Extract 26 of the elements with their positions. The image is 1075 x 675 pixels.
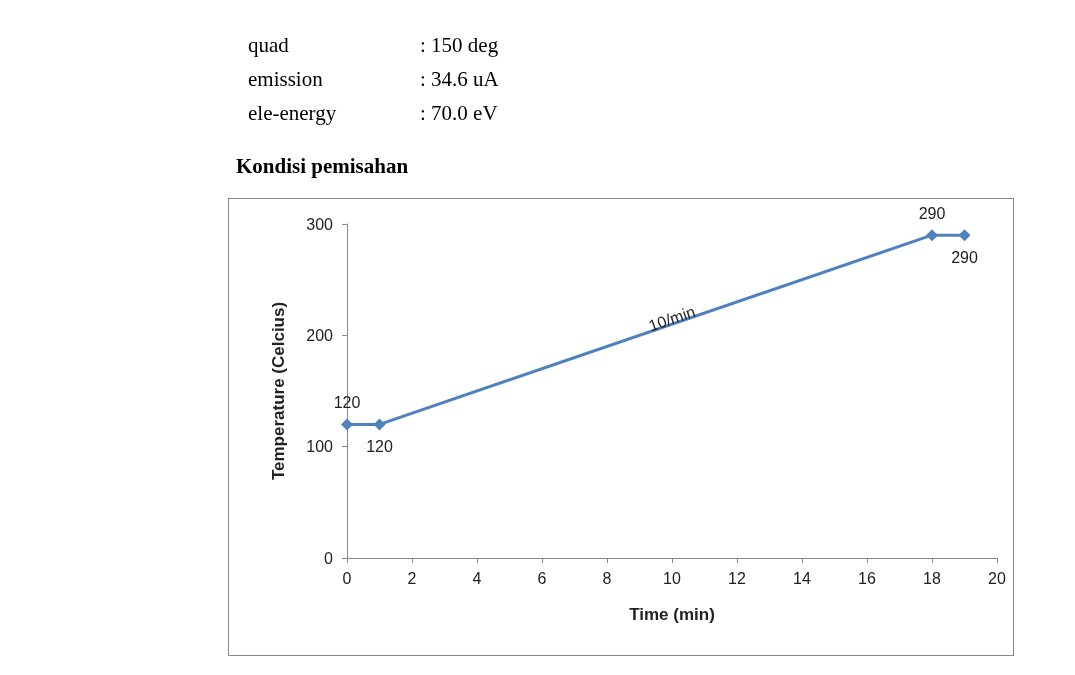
- data-label: 290: [918, 204, 946, 222]
- text: emission : 34.6 uA: [248, 67, 499, 91]
- y-tick-label: 100: [306, 438, 334, 456]
- x-tick-label: 2: [407, 569, 417, 587]
- annotation: 10/min: [646, 302, 698, 335]
- data-label: 120: [366, 437, 393, 455]
- x-tick-label: 20: [988, 569, 1006, 587]
- y-axis-title: Temperature (Celcius): [269, 301, 288, 481]
- x-tick-label: 8: [602, 569, 612, 587]
- x-tick-label: 4: [472, 569, 482, 587]
- x-tick-label: 10: [663, 569, 681, 587]
- y-tick-label: 200: [306, 326, 334, 344]
- y-tick-label: 0: [324, 549, 334, 567]
- chart-title: Kondisi pemisahan: [236, 154, 409, 179]
- data-label: 290: [951, 248, 978, 266]
- x-tick-label: 16: [858, 569, 876, 587]
- x-tick-label: 6: [537, 569, 547, 587]
- y-tick-label: 300: [306, 215, 334, 233]
- x-tick-label: 0: [342, 569, 352, 587]
- text: ele-energy : 70.0 eV: [248, 101, 498, 125]
- x-tick-label: 12: [728, 569, 746, 587]
- data-label: 120: [333, 393, 361, 411]
- x-tick-label: 14: [793, 569, 811, 587]
- text: quad : 150 deg: [248, 33, 499, 57]
- x-axis-title: Time (min): [629, 605, 715, 624]
- x-tick-label: 18: [923, 569, 941, 587]
